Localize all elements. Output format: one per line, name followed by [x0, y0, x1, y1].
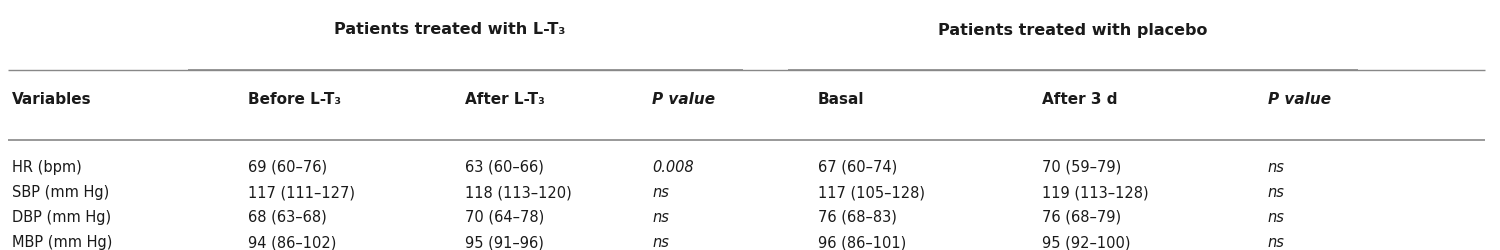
- Text: P value: P value: [652, 92, 716, 108]
- Text: 117 (105–128): 117 (105–128): [818, 185, 924, 200]
- Text: ns: ns: [1268, 185, 1284, 200]
- Text: After 3 d: After 3 d: [1042, 92, 1118, 108]
- Text: ns: ns: [652, 185, 669, 200]
- Text: 76 (68–83): 76 (68–83): [818, 210, 897, 225]
- Text: 118 (113–120): 118 (113–120): [465, 185, 572, 200]
- Text: ns: ns: [652, 210, 669, 225]
- Text: ns: ns: [1268, 210, 1284, 225]
- Text: Patients treated with L-T₃: Patients treated with L-T₃: [334, 22, 566, 38]
- Text: 67 (60–74): 67 (60–74): [818, 160, 897, 175]
- Text: 119 (113–128): 119 (113–128): [1042, 185, 1149, 200]
- Text: Before L-T₃: Before L-T₃: [248, 92, 340, 108]
- Text: 95 (91–96): 95 (91–96): [465, 235, 544, 250]
- Text: 68 (63–68): 68 (63–68): [248, 210, 327, 225]
- Text: ns: ns: [1268, 235, 1284, 250]
- Text: Basal: Basal: [818, 92, 864, 108]
- Text: MBP (mm Hg): MBP (mm Hg): [12, 235, 112, 250]
- Text: DBP (mm Hg): DBP (mm Hg): [12, 210, 111, 225]
- Text: 69 (60–76): 69 (60–76): [248, 160, 327, 175]
- Text: ns: ns: [1268, 160, 1284, 175]
- Text: HR (bpm): HR (bpm): [12, 160, 81, 175]
- Text: Variables: Variables: [12, 92, 92, 108]
- Text: 76 (68–79): 76 (68–79): [1042, 210, 1122, 225]
- Text: Patients treated with placebo: Patients treated with placebo: [938, 22, 1208, 38]
- Text: 94 (86–102): 94 (86–102): [248, 235, 336, 250]
- Text: P value: P value: [1268, 92, 1330, 108]
- Text: 70 (59–79): 70 (59–79): [1042, 160, 1122, 175]
- Text: 117 (111–127): 117 (111–127): [248, 185, 354, 200]
- Text: After L-T₃: After L-T₃: [465, 92, 544, 108]
- Text: 96 (86–101): 96 (86–101): [818, 235, 906, 250]
- Text: 0.008: 0.008: [652, 160, 694, 175]
- Text: SBP (mm Hg): SBP (mm Hg): [12, 185, 110, 200]
- Text: 63 (60–66): 63 (60–66): [465, 160, 544, 175]
- Text: 95 (92–100): 95 (92–100): [1042, 235, 1131, 250]
- Text: ns: ns: [652, 235, 669, 250]
- Text: 70 (64–78): 70 (64–78): [465, 210, 544, 225]
